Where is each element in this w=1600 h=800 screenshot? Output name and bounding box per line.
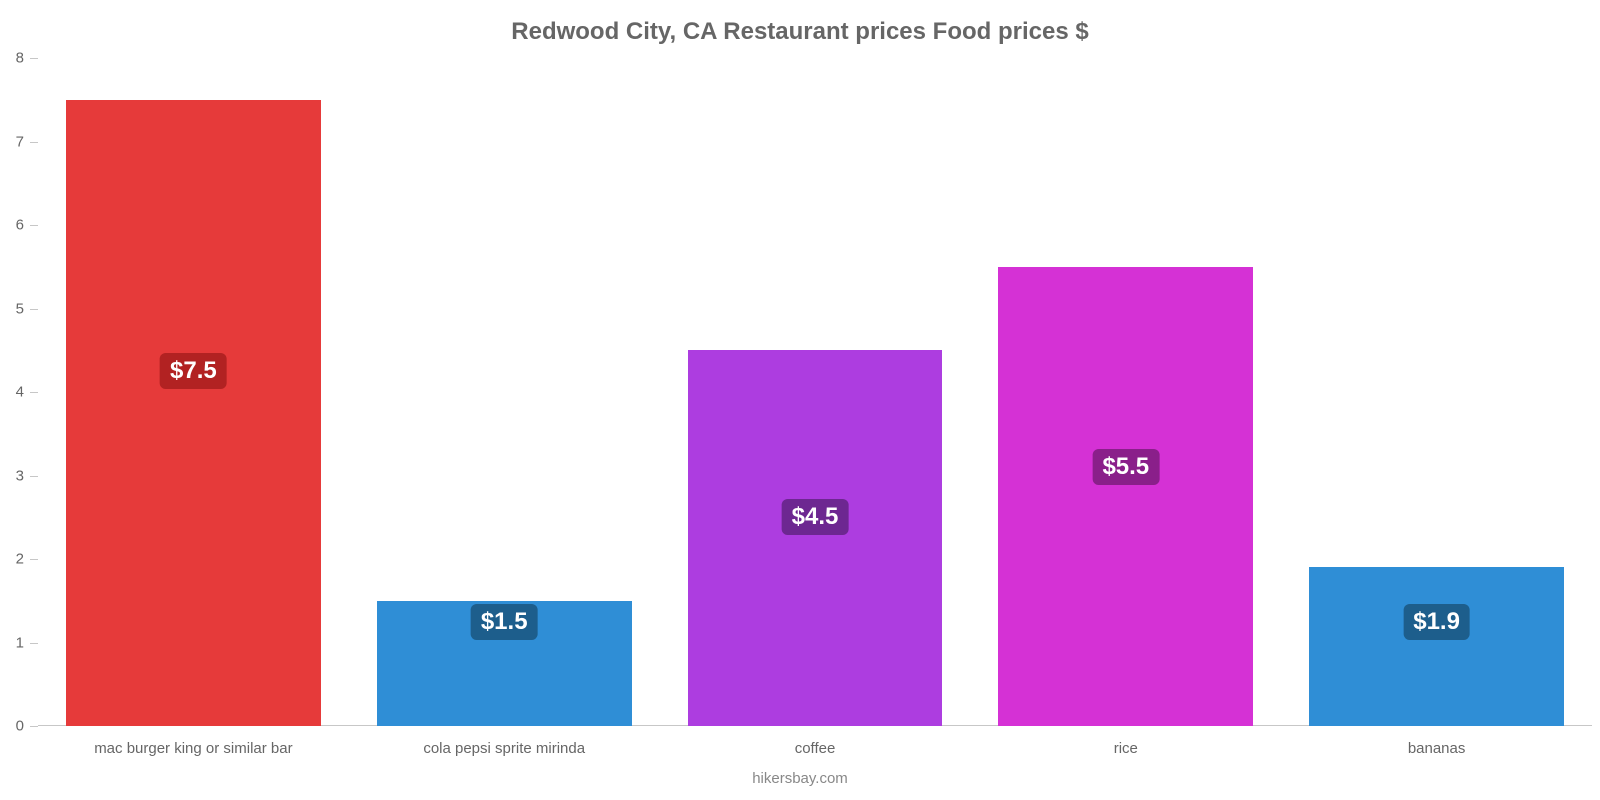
y-tick-label: 7 [16,133,38,150]
y-tick-label: 5 [16,300,38,317]
y-tick-label: 4 [16,384,38,401]
y-tick-label: 6 [16,217,38,234]
y-tick-label: 1 [16,634,38,651]
bar [688,350,943,726]
bar [1309,567,1564,726]
bar-value-badge: $5.5 [1092,449,1159,485]
bar-value-badge: $4.5 [782,499,849,535]
chart-container: Redwood City, CA Restaurant prices Food … [0,0,1600,800]
y-tick-label: 2 [16,551,38,568]
source-label: hikersbay.com [0,770,1600,787]
y-tick-label: 3 [16,467,38,484]
x-tick-label: mac burger king or similar bar [94,726,292,757]
bar [998,267,1253,726]
y-tick-label: 8 [16,50,38,67]
bar-value-badge: $1.5 [471,604,538,640]
x-tick-label: cola pepsi sprite mirinda [423,726,585,757]
x-tick-label: bananas [1408,726,1466,757]
chart-title: Redwood City, CA Restaurant prices Food … [0,18,1600,46]
x-tick-label: coffee [795,726,836,757]
y-tick-label: 0 [16,718,38,735]
bar-value-badge: $1.9 [1403,604,1470,640]
x-tick-label: rice [1114,726,1138,757]
plot-area: 012345678$7.5mac burger king or similar … [38,58,1592,726]
bar [66,100,321,726]
bar-value-badge: $7.5 [160,353,227,389]
